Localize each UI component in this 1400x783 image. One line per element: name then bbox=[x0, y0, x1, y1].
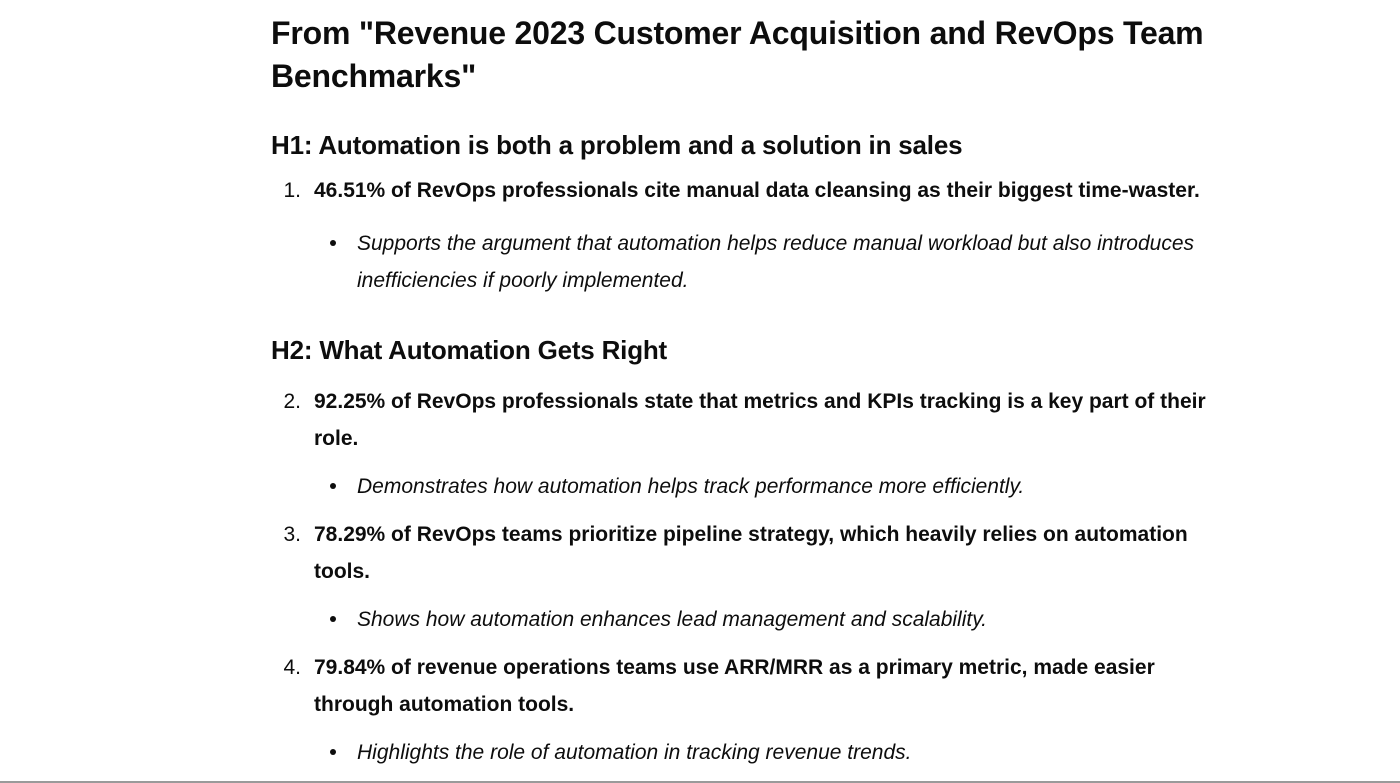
document: From "Revenue 2023 Customer Acquisition … bbox=[271, 12, 1231, 771]
list-item: 3. 78.29% of RevOps teams prioritize pip… bbox=[271, 516, 1231, 638]
section-heading-h2: H2: What Automation Gets Right bbox=[271, 335, 668, 365]
bullet-icon bbox=[330, 483, 336, 489]
bullet-item: Demonstrates how automation helps track … bbox=[314, 468, 1231, 505]
statistic-statement: 46.51% of RevOps professionals cite manu… bbox=[314, 179, 1200, 202]
list-item-number: 4. bbox=[283, 656, 301, 679]
list-item-number: 3. bbox=[283, 523, 301, 546]
bullet-item: Supports the argument that automation he… bbox=[314, 225, 1231, 299]
document-title: From "Revenue 2023 Customer Acquisition … bbox=[271, 15, 1204, 94]
bullet-list: Supports the argument that automation he… bbox=[314, 225, 1231, 299]
supporting-note: Highlights the role of automation in tra… bbox=[357, 741, 912, 764]
bullet-list: Demonstrates how automation helps track … bbox=[314, 468, 1231, 505]
numbered-list-h1: 1. 46.51% of RevOps professionals cite m… bbox=[271, 172, 1231, 299]
list-item: 4. 79.84% of revenue operations teams us… bbox=[271, 649, 1231, 771]
bullet-icon bbox=[330, 616, 336, 622]
statistic-statement: 79.84% of revenue operations teams use A… bbox=[314, 656, 1155, 716]
list-item: 2. 92.25% of RevOps professionals state … bbox=[271, 383, 1231, 505]
bullet-item: Shows how automation enhances lead manag… bbox=[314, 601, 1231, 638]
list-item: 1. 46.51% of RevOps professionals cite m… bbox=[271, 172, 1231, 299]
supporting-note: Demonstrates how automation helps track … bbox=[357, 475, 1025, 498]
bullet-list: Highlights the role of automation in tra… bbox=[314, 734, 1231, 771]
bullet-list: Shows how automation enhances lead manag… bbox=[314, 601, 1231, 638]
list-item-number: 1. bbox=[283, 179, 301, 202]
supporting-note: Supports the argument that automation he… bbox=[357, 232, 1195, 292]
bottom-divider bbox=[0, 781, 1400, 783]
bullet-item: Highlights the role of automation in tra… bbox=[314, 734, 1231, 771]
statistic-statement: 78.29% of RevOps teams prioritize pipeli… bbox=[314, 523, 1188, 583]
bullet-icon bbox=[330, 749, 336, 755]
numbered-list-h2: 2. 92.25% of RevOps professionals state … bbox=[271, 383, 1231, 771]
list-item-number: 2. bbox=[283, 390, 301, 413]
section-heading-h1: H1: Automation is both a problem and a s… bbox=[271, 130, 963, 160]
supporting-note: Shows how automation enhances lead manag… bbox=[357, 608, 987, 631]
statistic-statement: 92.25% of RevOps professionals state tha… bbox=[314, 390, 1206, 450]
bullet-icon bbox=[330, 240, 336, 246]
